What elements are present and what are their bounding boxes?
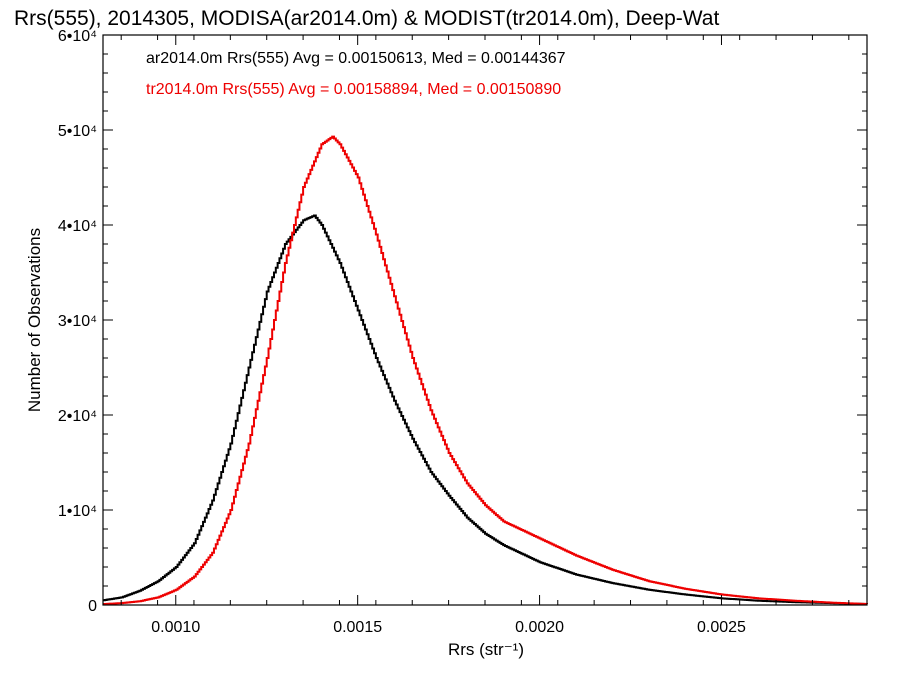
y-axis-label: Number of Observations — [25, 228, 44, 412]
x-tick-label: 0.0015 — [333, 619, 382, 636]
series-layer — [103, 135, 868, 606]
x-tick-label: 0.0020 — [515, 619, 564, 636]
legend-entry-tr2014: tr2014.0m Rrs(555) Avg = 0.00158894, Med… — [146, 81, 561, 98]
ticks-layer: 0.0010 0.0015 0.0020 0.0025 0 1•10⁴ 2•10⁴ 3•10⁴… — [58, 28, 867, 636]
plot-frame — [102, 34, 868, 606]
y-tick-label: 6•10⁴ — [58, 28, 97, 45]
chart-title: Rrs(555), 2014305, MODISA(ar2014.0m) & M… — [14, 7, 719, 30]
y-tick-label: 3•10⁴ — [58, 313, 97, 330]
series-line-1 — [103, 135, 868, 606]
y-tick-label: 2•10⁴ — [58, 408, 97, 425]
x-axis-label: Rrs (str⁻¹) — [448, 640, 524, 659]
series-line-0 — [103, 214, 868, 605]
y-tick-label: 0 — [88, 598, 97, 615]
y-tick-label: 4•10⁴ — [58, 218, 97, 235]
x-tick-label: 0.0010 — [151, 619, 200, 636]
y-tick-label: 1•10⁴ — [58, 503, 97, 520]
legend-entry-ar2014: ar2014.0m Rrs(555) Avg = 0.00150613, Med… — [146, 50, 566, 67]
y-tick-label: 5•10⁴ — [58, 123, 97, 140]
x-tick-label: 0.0025 — [697, 619, 746, 636]
